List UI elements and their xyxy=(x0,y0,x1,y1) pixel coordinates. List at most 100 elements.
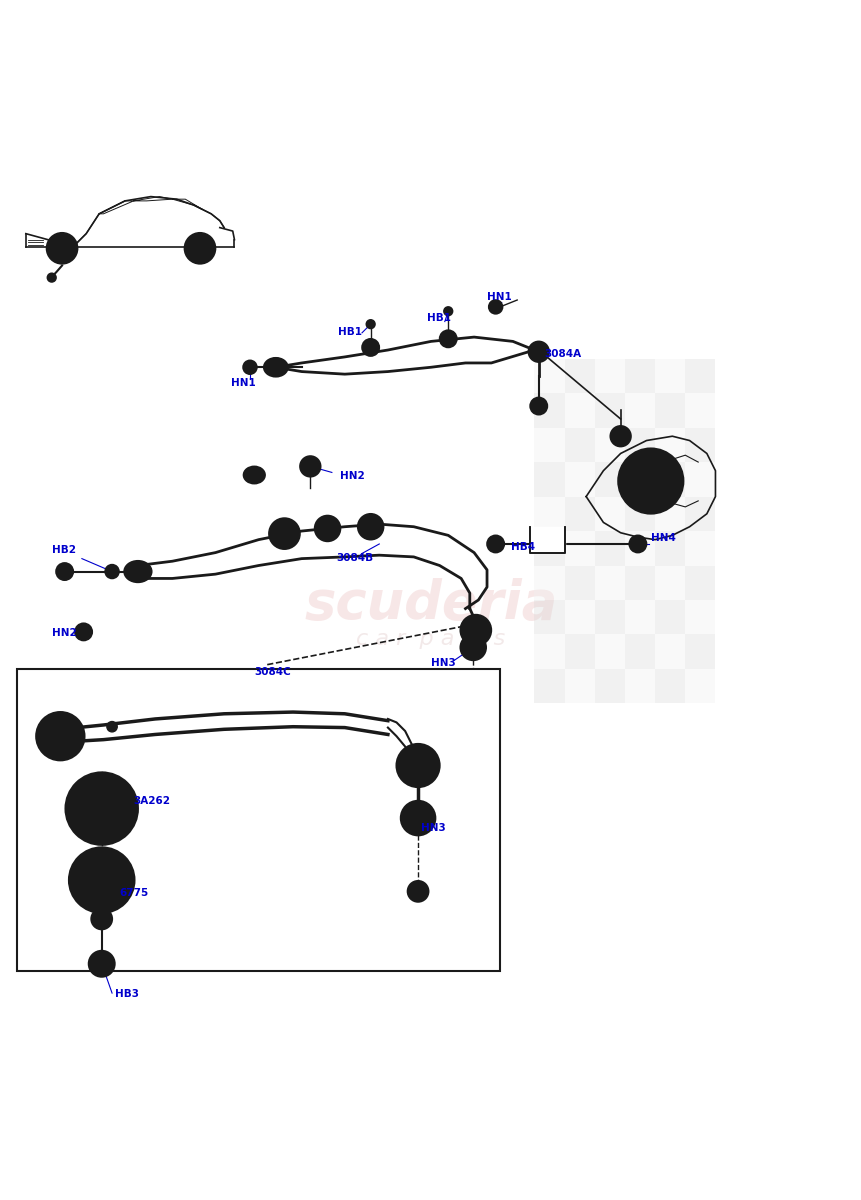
Ellipse shape xyxy=(269,362,282,372)
Bar xyxy=(594,359,624,394)
Ellipse shape xyxy=(263,358,288,377)
Bar xyxy=(654,668,684,703)
Bar xyxy=(684,359,715,394)
Ellipse shape xyxy=(248,470,259,479)
Text: HN4: HN4 xyxy=(650,533,675,544)
Bar xyxy=(594,532,624,565)
Circle shape xyxy=(269,518,300,550)
Bar xyxy=(564,394,594,427)
Circle shape xyxy=(300,456,320,476)
Bar xyxy=(654,462,684,497)
Bar xyxy=(534,427,564,462)
Circle shape xyxy=(357,514,383,540)
Text: HB4: HB4 xyxy=(511,542,535,552)
Bar xyxy=(654,359,684,394)
Circle shape xyxy=(610,426,630,446)
Bar xyxy=(684,462,715,497)
Bar xyxy=(594,427,624,462)
Bar xyxy=(654,565,684,600)
Bar xyxy=(624,565,654,600)
Bar xyxy=(594,462,624,497)
Bar xyxy=(684,427,715,462)
Circle shape xyxy=(95,956,108,971)
Circle shape xyxy=(89,950,115,977)
Bar xyxy=(564,635,594,668)
Circle shape xyxy=(107,721,117,732)
Circle shape xyxy=(75,623,92,641)
Bar xyxy=(594,635,624,668)
Bar xyxy=(624,462,654,497)
Circle shape xyxy=(96,804,107,814)
Bar xyxy=(564,427,594,462)
Bar xyxy=(624,497,654,532)
Circle shape xyxy=(191,240,208,257)
Text: scuderia: scuderia xyxy=(304,578,557,630)
Circle shape xyxy=(76,782,127,834)
Circle shape xyxy=(79,628,88,636)
Text: HB2: HB2 xyxy=(52,545,76,554)
Circle shape xyxy=(184,233,215,264)
Bar xyxy=(684,565,715,600)
Text: HN2: HN2 xyxy=(52,629,77,638)
Circle shape xyxy=(363,520,377,534)
Circle shape xyxy=(314,516,340,541)
Bar xyxy=(654,600,684,635)
Bar xyxy=(684,635,715,668)
Bar xyxy=(594,600,624,635)
Circle shape xyxy=(53,240,71,257)
Polygon shape xyxy=(530,527,564,552)
Bar xyxy=(684,532,715,565)
Circle shape xyxy=(69,847,134,913)
Circle shape xyxy=(396,744,439,787)
Circle shape xyxy=(46,233,77,264)
Bar xyxy=(564,600,594,635)
Bar xyxy=(564,462,594,497)
Bar xyxy=(594,668,624,703)
Text: HN2: HN2 xyxy=(340,472,365,481)
FancyBboxPatch shape xyxy=(17,668,499,971)
Bar xyxy=(534,497,564,532)
Circle shape xyxy=(47,274,56,282)
Circle shape xyxy=(460,635,486,660)
Text: HN1: HN1 xyxy=(231,378,256,389)
Circle shape xyxy=(530,397,547,415)
Bar xyxy=(624,532,654,565)
Text: HN3: HN3 xyxy=(420,823,445,833)
Bar xyxy=(564,668,594,703)
Circle shape xyxy=(98,877,105,883)
Circle shape xyxy=(460,614,491,646)
Bar xyxy=(654,532,684,565)
Bar xyxy=(534,532,564,565)
Bar xyxy=(684,497,715,532)
Circle shape xyxy=(488,300,502,314)
Circle shape xyxy=(320,522,334,535)
Bar xyxy=(534,359,564,394)
Circle shape xyxy=(96,913,107,924)
Circle shape xyxy=(629,535,646,552)
Bar xyxy=(684,600,715,635)
Bar xyxy=(624,427,654,462)
Text: HB1: HB1 xyxy=(426,313,450,323)
Text: HB1: HB1 xyxy=(338,326,362,336)
Circle shape xyxy=(362,338,379,356)
Circle shape xyxy=(472,626,479,634)
Circle shape xyxy=(467,641,479,654)
Text: 3A262: 3A262 xyxy=(133,797,170,806)
Bar xyxy=(534,462,564,497)
Text: HN3: HN3 xyxy=(430,659,455,668)
Ellipse shape xyxy=(124,560,152,582)
Text: 6775: 6775 xyxy=(119,888,148,898)
Bar xyxy=(654,497,684,532)
Bar xyxy=(624,359,654,394)
Circle shape xyxy=(467,622,484,638)
Circle shape xyxy=(413,814,422,822)
Circle shape xyxy=(366,320,375,329)
Circle shape xyxy=(528,341,548,362)
Text: 3084B: 3084B xyxy=(336,553,373,563)
Bar xyxy=(684,668,715,703)
Bar xyxy=(594,394,624,427)
Bar xyxy=(684,394,715,427)
Bar xyxy=(654,394,684,427)
Bar xyxy=(594,497,624,532)
Circle shape xyxy=(276,526,293,542)
